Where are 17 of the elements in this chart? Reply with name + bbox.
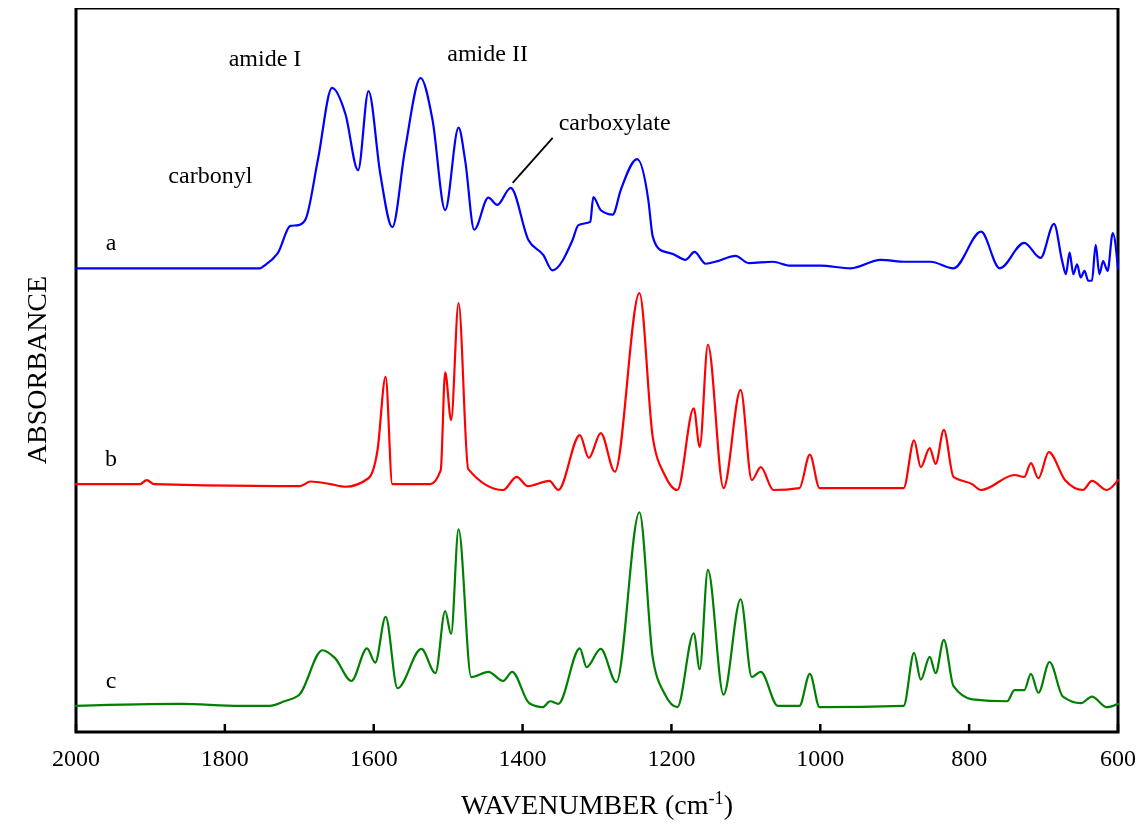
annotation: carboxylate bbox=[558, 108, 671, 135]
x-tick-label: 1200 bbox=[647, 745, 696, 771]
y-axis-title: ABSORBANCE bbox=[21, 275, 52, 465]
annotation: amide I bbox=[228, 44, 302, 71]
x-tick-label: 1400 bbox=[498, 745, 547, 771]
annotation: amide II bbox=[447, 40, 528, 66]
series-label: a bbox=[105, 229, 117, 256]
x-axis-title: WAVENUMBER (cm$^{-1}$) bbox=[460, 788, 734, 820]
series-label: b bbox=[105, 445, 117, 472]
x-tick-label: 1800 bbox=[200, 745, 249, 771]
x-tick-label: 800 bbox=[951, 745, 988, 771]
x-tick-label: 2000 bbox=[52, 745, 100, 771]
x-tick-label: 1000 bbox=[796, 745, 845, 771]
annotation: carbonyl bbox=[168, 162, 253, 189]
series-label: c bbox=[105, 666, 117, 693]
x-tick-label: 600 bbox=[1100, 745, 1136, 771]
x-tick-label: 1600 bbox=[349, 745, 398, 771]
